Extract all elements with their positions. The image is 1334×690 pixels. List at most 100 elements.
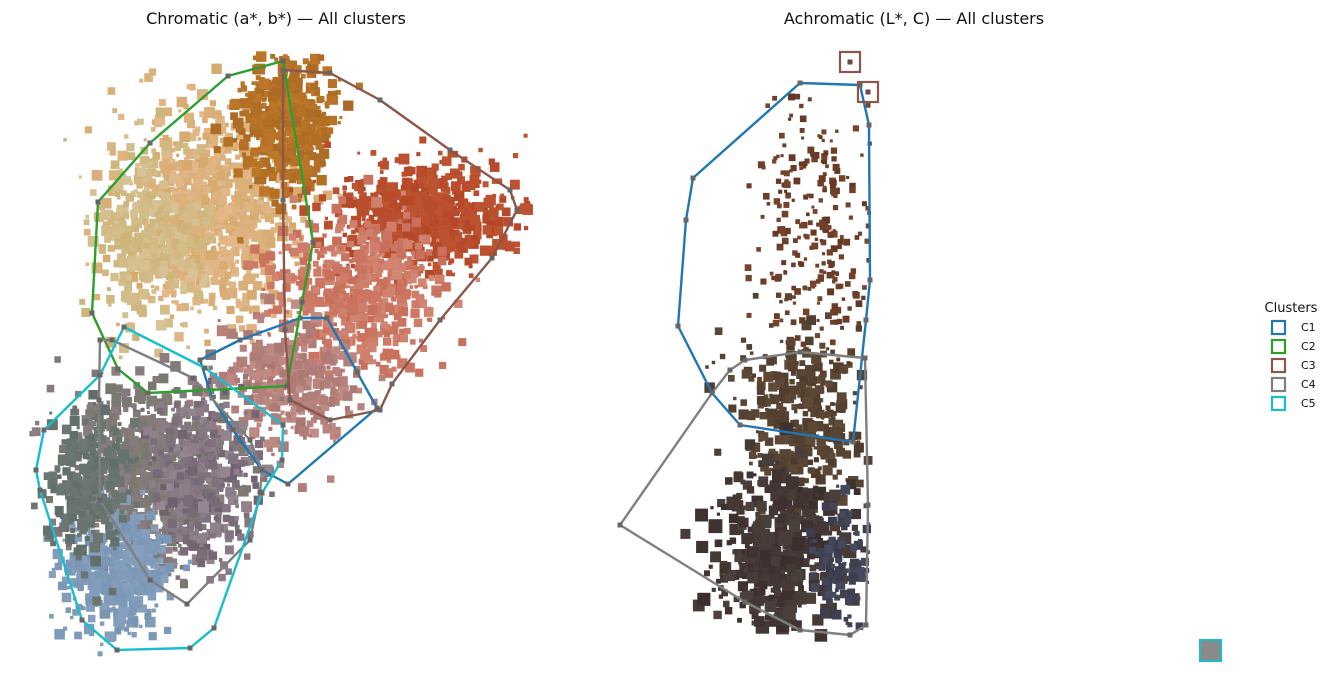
- chromatic-point: [179, 580, 188, 589]
- chromatic-point: [271, 79, 276, 84]
- chromatic-point: [171, 176, 176, 182]
- chromatic-point: [435, 224, 439, 228]
- chromatic-point: [241, 261, 245, 265]
- chromatic-point: [417, 295, 425, 303]
- chromatic-point: [140, 497, 151, 508]
- chromatic-point: [148, 480, 156, 488]
- chromatic-point: [217, 471, 221, 476]
- chromatic-point: [246, 324, 257, 335]
- chromatic-point: [180, 235, 188, 243]
- chromatic-point: [141, 529, 151, 539]
- chromatic-point: [180, 287, 187, 295]
- chromatic-point: [174, 270, 178, 274]
- chromatic-point: [382, 348, 394, 360]
- chromatic-point: [387, 268, 396, 277]
- chromatic-point: [207, 477, 211, 482]
- chromatic-point: [316, 256, 321, 261]
- chromatic-point: [503, 217, 513, 227]
- chromatic-point: [230, 98, 241, 109]
- chromatic-point: [312, 286, 320, 294]
- chromatic-point: [66, 585, 71, 590]
- chromatic-point: [274, 342, 284, 353]
- chromatic-point: [187, 170, 197, 179]
- chromatic-point: [451, 272, 456, 277]
- chromatic-point: [232, 249, 240, 257]
- chromatic-point: [174, 332, 184, 342]
- chromatic-point: [207, 438, 216, 448]
- chromatic-point: [175, 477, 181, 483]
- chromatic-point: [237, 237, 244, 244]
- chromatic-point: [105, 440, 116, 450]
- chromatic-point: [421, 189, 425, 193]
- chromatic-point: [265, 133, 275, 143]
- chromatic-point: [432, 224, 439, 231]
- chromatic-point: [143, 426, 153, 436]
- chromatic-point: [182, 209, 188, 215]
- chromatic-point: [445, 246, 452, 253]
- chromatic-point: [336, 330, 343, 337]
- chromatic-point: [153, 582, 164, 593]
- chromatic-point: [473, 230, 482, 240]
- chromatic-point: [258, 196, 264, 203]
- chromatic-point: [454, 249, 464, 259]
- chromatic-point: [204, 250, 214, 260]
- chromatic-point: [196, 236, 203, 242]
- chromatic-point: [367, 196, 372, 200]
- chromatic-point: [238, 325, 246, 332]
- chromatic-point: [347, 297, 354, 303]
- chromatic-point: [324, 216, 328, 220]
- chromatic-point: [164, 480, 175, 491]
- chromatic-point: [139, 604, 147, 613]
- chromatic-point: [423, 211, 428, 216]
- chromatic-point: [217, 502, 223, 508]
- chromatic-point: [162, 141, 172, 151]
- chromatic-point: [96, 551, 104, 559]
- chromatic-point: [262, 355, 272, 364]
- chromatic-point: [91, 369, 99, 377]
- chromatic-point: [160, 455, 170, 464]
- chromatic-point: [210, 412, 219, 420]
- chromatic-point: [154, 603, 159, 608]
- chromatic-point: [153, 234, 158, 238]
- chromatic-point: [166, 221, 171, 226]
- chromatic-point: [70, 557, 76, 563]
- chromatic-point: [106, 546, 114, 554]
- chromatic-point: [320, 246, 327, 253]
- chromatic-point: [251, 167, 261, 177]
- chromatic-point: [198, 456, 203, 462]
- chromatic-point: [178, 160, 183, 165]
- chromatic-point: [319, 386, 324, 391]
- chromatic-point: [464, 243, 469, 248]
- chromatic-point: [327, 79, 337, 89]
- chromatic-point: [219, 289, 228, 297]
- chromatic-point: [329, 95, 339, 105]
- chromatic-point: [90, 496, 97, 502]
- chromatic-point: [145, 178, 149, 182]
- chromatic-point: [216, 325, 228, 337]
- chromatic-point: [110, 554, 117, 560]
- chromatic-point: [478, 147, 483, 153]
- chromatic-point: [138, 289, 149, 300]
- chromatic-point: [148, 295, 156, 304]
- chromatic-point: [258, 243, 266, 251]
- chromatic-point: [305, 179, 312, 186]
- chromatic-point: [184, 434, 190, 440]
- chromatic-point: [284, 273, 296, 284]
- chromatic-point: [155, 216, 164, 224]
- chromatic-point: [161, 289, 170, 298]
- chromatic-point: [127, 271, 139, 282]
- chromatic-point: [293, 93, 301, 101]
- chromatic-point: [469, 214, 480, 225]
- chromatic-point: [278, 138, 284, 144]
- chromatic-point: [214, 199, 219, 204]
- chromatic-point: [109, 412, 118, 421]
- chromatic-point: [387, 258, 392, 262]
- chromatic-point: [174, 194, 179, 198]
- chromatic-point: [252, 98, 258, 104]
- chromatic-point: [86, 474, 96, 483]
- chromatic-point: [387, 368, 393, 374]
- chromatic-point: [455, 231, 459, 235]
- chromatic-point: [229, 281, 236, 289]
- chromatic-point: [197, 468, 204, 474]
- chromatic-point: [267, 142, 271, 146]
